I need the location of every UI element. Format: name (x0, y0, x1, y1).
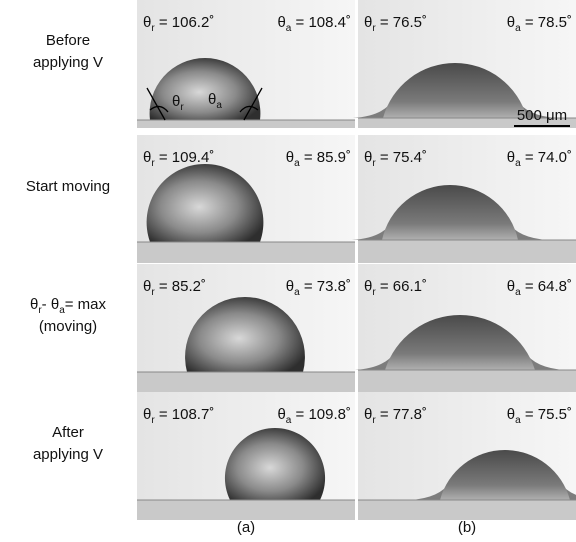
label: Before (46, 32, 90, 49)
text-run: After (52, 424, 84, 441)
text-run: = 77.8˚ (376, 406, 427, 423)
figure: θr = 106.2˚θa = 108.4˚θr = 76.5˚θa = 78.… (0, 0, 576, 542)
column-label: (a) (237, 519, 255, 536)
text-run: = 73.8˚ (300, 278, 351, 295)
label: θr- θa= max (30, 296, 107, 316)
text-run: θ (507, 406, 515, 423)
text-run: = 76.5˚ (376, 14, 427, 31)
text-run: θ (277, 14, 285, 31)
text-run: θ (208, 91, 216, 108)
text-run: θ (143, 406, 151, 423)
substrate (137, 372, 355, 392)
text-run: Start moving (26, 178, 110, 195)
text-run: = 78.5˚ (521, 14, 572, 31)
text-run: = 85.2˚ (155, 278, 206, 295)
text-run: = max (65, 296, 107, 313)
text-run: = 66.1˚ (376, 278, 427, 295)
label: (moving) (39, 318, 97, 335)
label: After (52, 424, 84, 441)
text-run: = 106.2˚ (155, 14, 215, 31)
substrate (137, 242, 355, 263)
text-run: θ (364, 278, 372, 295)
substrate (137, 120, 355, 128)
text-run: = 108.7˚ (155, 406, 215, 423)
text-run: θ (172, 93, 180, 110)
text-run: θ (277, 406, 285, 423)
label: applying V (33, 54, 103, 71)
text-run: θ (286, 278, 294, 295)
text-run: = 75.4˚ (376, 149, 427, 166)
text-run: θ (507, 149, 515, 166)
images (137, 0, 576, 520)
text-run: θ (364, 406, 372, 423)
text-run: θ (143, 278, 151, 295)
text-run: Before (46, 32, 90, 49)
text-run: θ (143, 149, 151, 166)
substrate (358, 370, 576, 392)
substrate (358, 240, 576, 263)
text-run: θ (286, 149, 294, 166)
column-label: (b) (458, 519, 476, 536)
text-run: θ (30, 296, 38, 313)
text-run: θ (143, 14, 151, 31)
label: Start moving (26, 178, 110, 195)
substrate (137, 500, 355, 520)
text-run: = 108.4˚ (291, 14, 351, 31)
text-run: = 85.9˚ (300, 149, 351, 166)
text-run: applying V (33, 54, 103, 71)
text-run: = 109.4˚ (155, 149, 215, 166)
scale-label: 500 μm (517, 107, 567, 124)
text-run: θ (507, 14, 515, 31)
substrate (358, 500, 576, 520)
text-run: = 109.8˚ (291, 406, 351, 423)
text-run: = 64.8˚ (521, 278, 572, 295)
text-run: applying V (33, 446, 103, 463)
text-run: θ (507, 278, 515, 295)
label: applying V (33, 446, 103, 463)
text-run: (moving) (39, 318, 97, 335)
subscript: a (216, 100, 222, 111)
text-run: = 75.5˚ (521, 406, 572, 423)
text-run: θ (364, 14, 372, 31)
text-run: = 74.0˚ (521, 149, 572, 166)
text-run: θ (364, 149, 372, 166)
text-run: - θ (42, 296, 60, 313)
